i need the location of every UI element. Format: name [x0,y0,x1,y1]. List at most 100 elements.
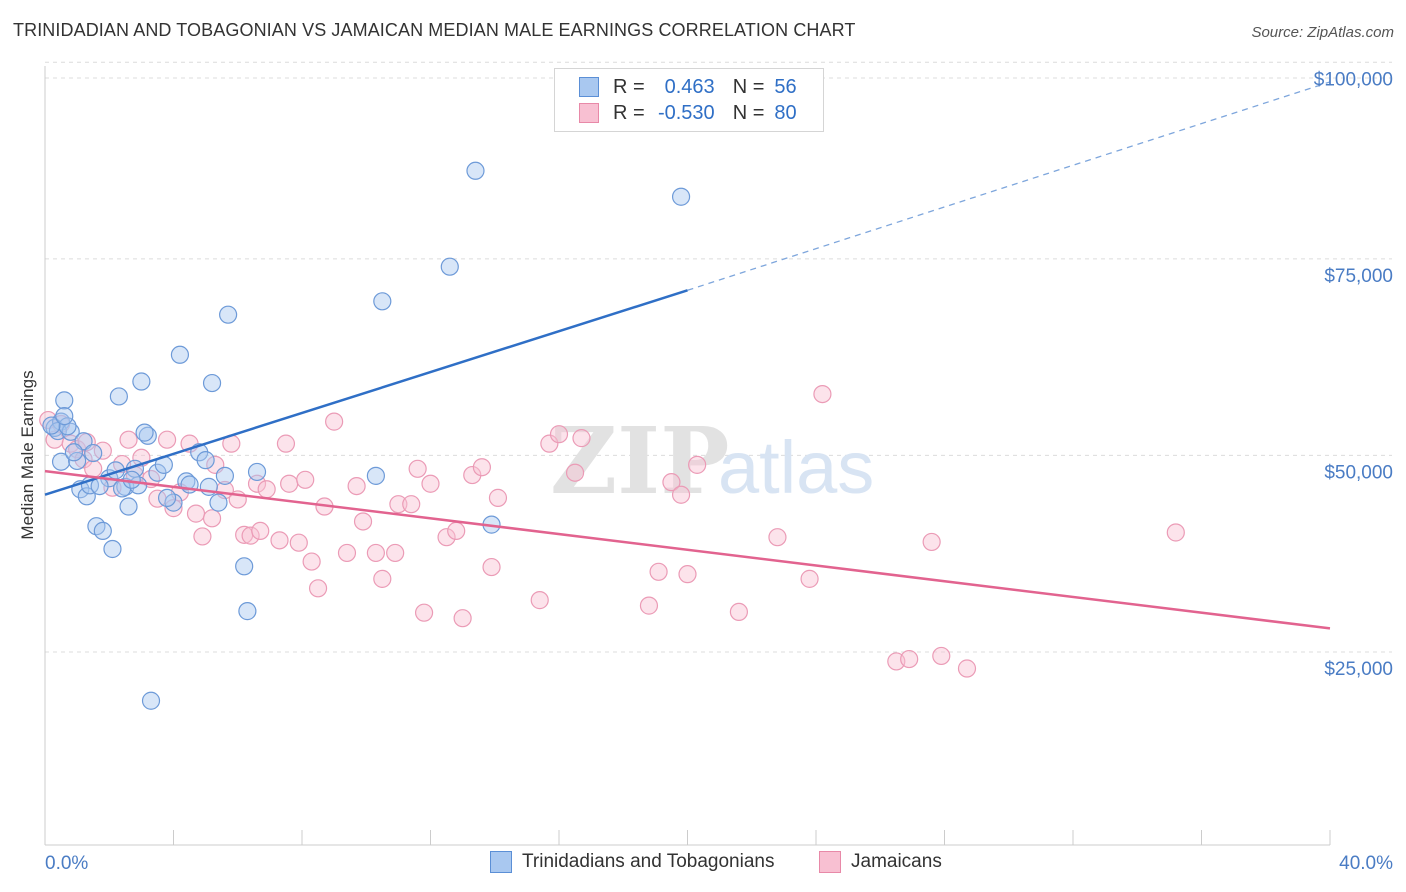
bottom-legend-label: Trinidadians and Tobagonians [522,851,775,872]
jamaican-point [453,609,472,628]
jamaican-point [639,596,659,615]
trinidadians-points [42,161,691,710]
jamaican-point [922,532,941,552]
jamaicans-points [39,384,1185,678]
bottom-legend-swatch-pink [819,851,841,873]
jamaican-point [488,488,508,507]
trinidadian-point [138,426,157,445]
jamaican-point [530,591,549,610]
jamaican-point [325,412,344,431]
jamaican-point [119,430,138,449]
trinidadian-point [157,488,177,507]
jamaican-point [688,455,707,474]
trinidadian-point [170,345,190,364]
jamaican-point [84,459,103,478]
jamaican-point [437,528,456,547]
jamaican-point [957,659,977,678]
trinidadian-point [440,257,459,276]
legend-r-label: R = [613,101,645,124]
jamaican-point [421,474,440,493]
jamaican-point [768,528,787,547]
jamaican-point [270,531,289,550]
jamaican-point [932,646,951,666]
legend-row-jamaicans: R = -0.530 N = 80 [579,100,797,126]
legend-n-value: 56 [774,75,797,98]
jamaican-point [302,552,321,571]
jamaican-point [900,649,919,669]
legend-swatch-pink [579,103,599,123]
watermark-atlas: atlas [718,426,874,509]
jamaican-point [447,521,466,541]
y-axis-label-wrap: Median Male Earnings [18,370,38,539]
jamaican-point [280,474,299,493]
jamaican-point [389,495,408,514]
y-tick-label: $100,000 [1314,69,1393,90]
jamaican-point [565,463,585,482]
jamaican-point [373,569,392,588]
y-tick-label: $50,000 [1324,462,1393,483]
jamaican-point [662,473,681,492]
stats-legend: R = 0.463 N = 56 R = -0.530 N = 80 [554,68,824,132]
watermark-zip: ZIP [550,407,729,515]
trinidadian-point [235,557,254,576]
source-credit: Source: ZipAtlas.com [1251,24,1394,41]
bottom-legend-label: Jamaicans [851,851,942,872]
legend-n-label: N = [732,75,765,98]
jamaican-point [366,543,385,563]
jamaican-point [308,579,328,598]
jamaican-point [649,562,668,581]
trinidadian-point [238,602,257,621]
jamaican-point [414,603,434,622]
trinidadian-point [209,493,228,512]
jamaican-point [347,476,366,496]
trinidadian-point [671,187,691,206]
trinidadian-point [135,423,154,442]
jamaican-point [157,430,177,449]
jamaican-point [193,527,212,546]
legend-r-label: R = [613,75,645,98]
jamaican-point [678,565,697,584]
trinidadian-trend-line [44,289,688,496]
trinidadian-point [93,521,112,541]
x-tick-label: 40.0% [1339,853,1393,874]
axes [44,66,1331,846]
y-tick-label: $25,000 [1324,659,1393,680]
jamaican-point [353,512,373,531]
jamaican-trend-line [44,469,1331,630]
jamaican-point [386,543,405,563]
jamaican-point [164,499,183,518]
y-tick-labels: $25,000 $50,000 $75,000 $100,000 [1314,69,1393,680]
trinidadian-point [77,487,96,506]
legend-n-label: N = [732,101,765,124]
trinidadian-point [42,416,61,435]
trinidadian-point [132,372,151,391]
jamaican-point [202,509,222,528]
legend-swatch-blue [579,77,599,97]
trinidadian-point [466,161,485,180]
trinidadian-point [247,462,267,482]
jamaican-point [289,533,308,552]
trinidadian-point [141,691,161,710]
legend-n-value: 80 [774,101,797,124]
jamaican-point [572,429,591,448]
trinidadian-point [202,373,222,393]
jamaican-point [482,557,501,577]
legend-r-value: 0.463 [664,75,715,98]
trinidadian-point [55,391,74,410]
trinidadian-point [215,466,234,485]
trinidadian-point [61,422,80,441]
trinidadian-point [219,305,238,324]
jamaican-point [186,504,206,523]
bottom-legend-jamaicans: Jamaicans [819,851,942,873]
x-tick-labels: 0.0% 40.0% [45,853,1393,874]
trinidadian-point [55,407,74,426]
bottom-legend-trinidadians: Trinidadians and Tobagonians [490,851,774,873]
jamaican-point [251,521,270,541]
trinidadian-point [84,443,103,463]
jamaican-point [813,384,832,404]
trinidadian-point [177,472,196,491]
jamaican-point [729,602,749,621]
legend-r-value: -0.530 [657,101,715,124]
trinidadian-point [109,387,128,406]
